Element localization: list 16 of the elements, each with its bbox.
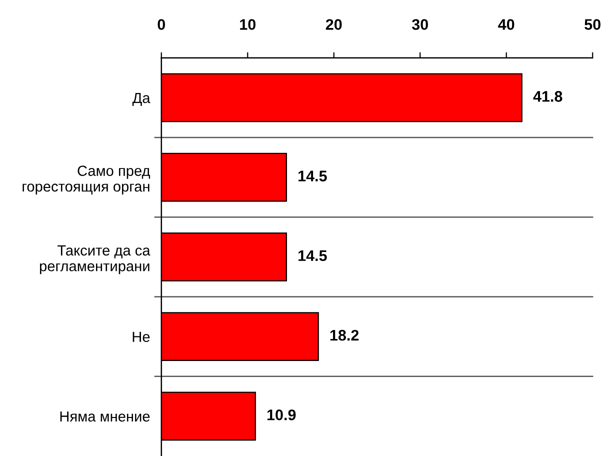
y-tick-label: Само пред горестоящия орган bbox=[22, 166, 150, 195]
x-tick-label: 10 bbox=[240, 19, 256, 30]
data-label: 14.5 bbox=[298, 170, 327, 182]
y-tick-label: Таксите да са регламентирани bbox=[40, 245, 150, 274]
y-tick-label: Не bbox=[132, 332, 150, 342]
y-tick-label: Да bbox=[132, 92, 150, 106]
data-label: 10.9 bbox=[267, 409, 296, 420]
x-tick-label: 0 bbox=[158, 19, 166, 30]
x-tick-label: 50 bbox=[584, 19, 600, 30]
data-label: 14.5 bbox=[298, 250, 327, 262]
data-label: 41.8 bbox=[533, 91, 562, 102]
x-tick-label: 30 bbox=[412, 19, 428, 30]
data-label: 18.2 bbox=[330, 330, 359, 341]
y-tick-label: Няма мнение bbox=[60, 411, 150, 422]
x-tick-label: 40 bbox=[498, 19, 514, 30]
x-tick-label: 20 bbox=[326, 19, 342, 30]
